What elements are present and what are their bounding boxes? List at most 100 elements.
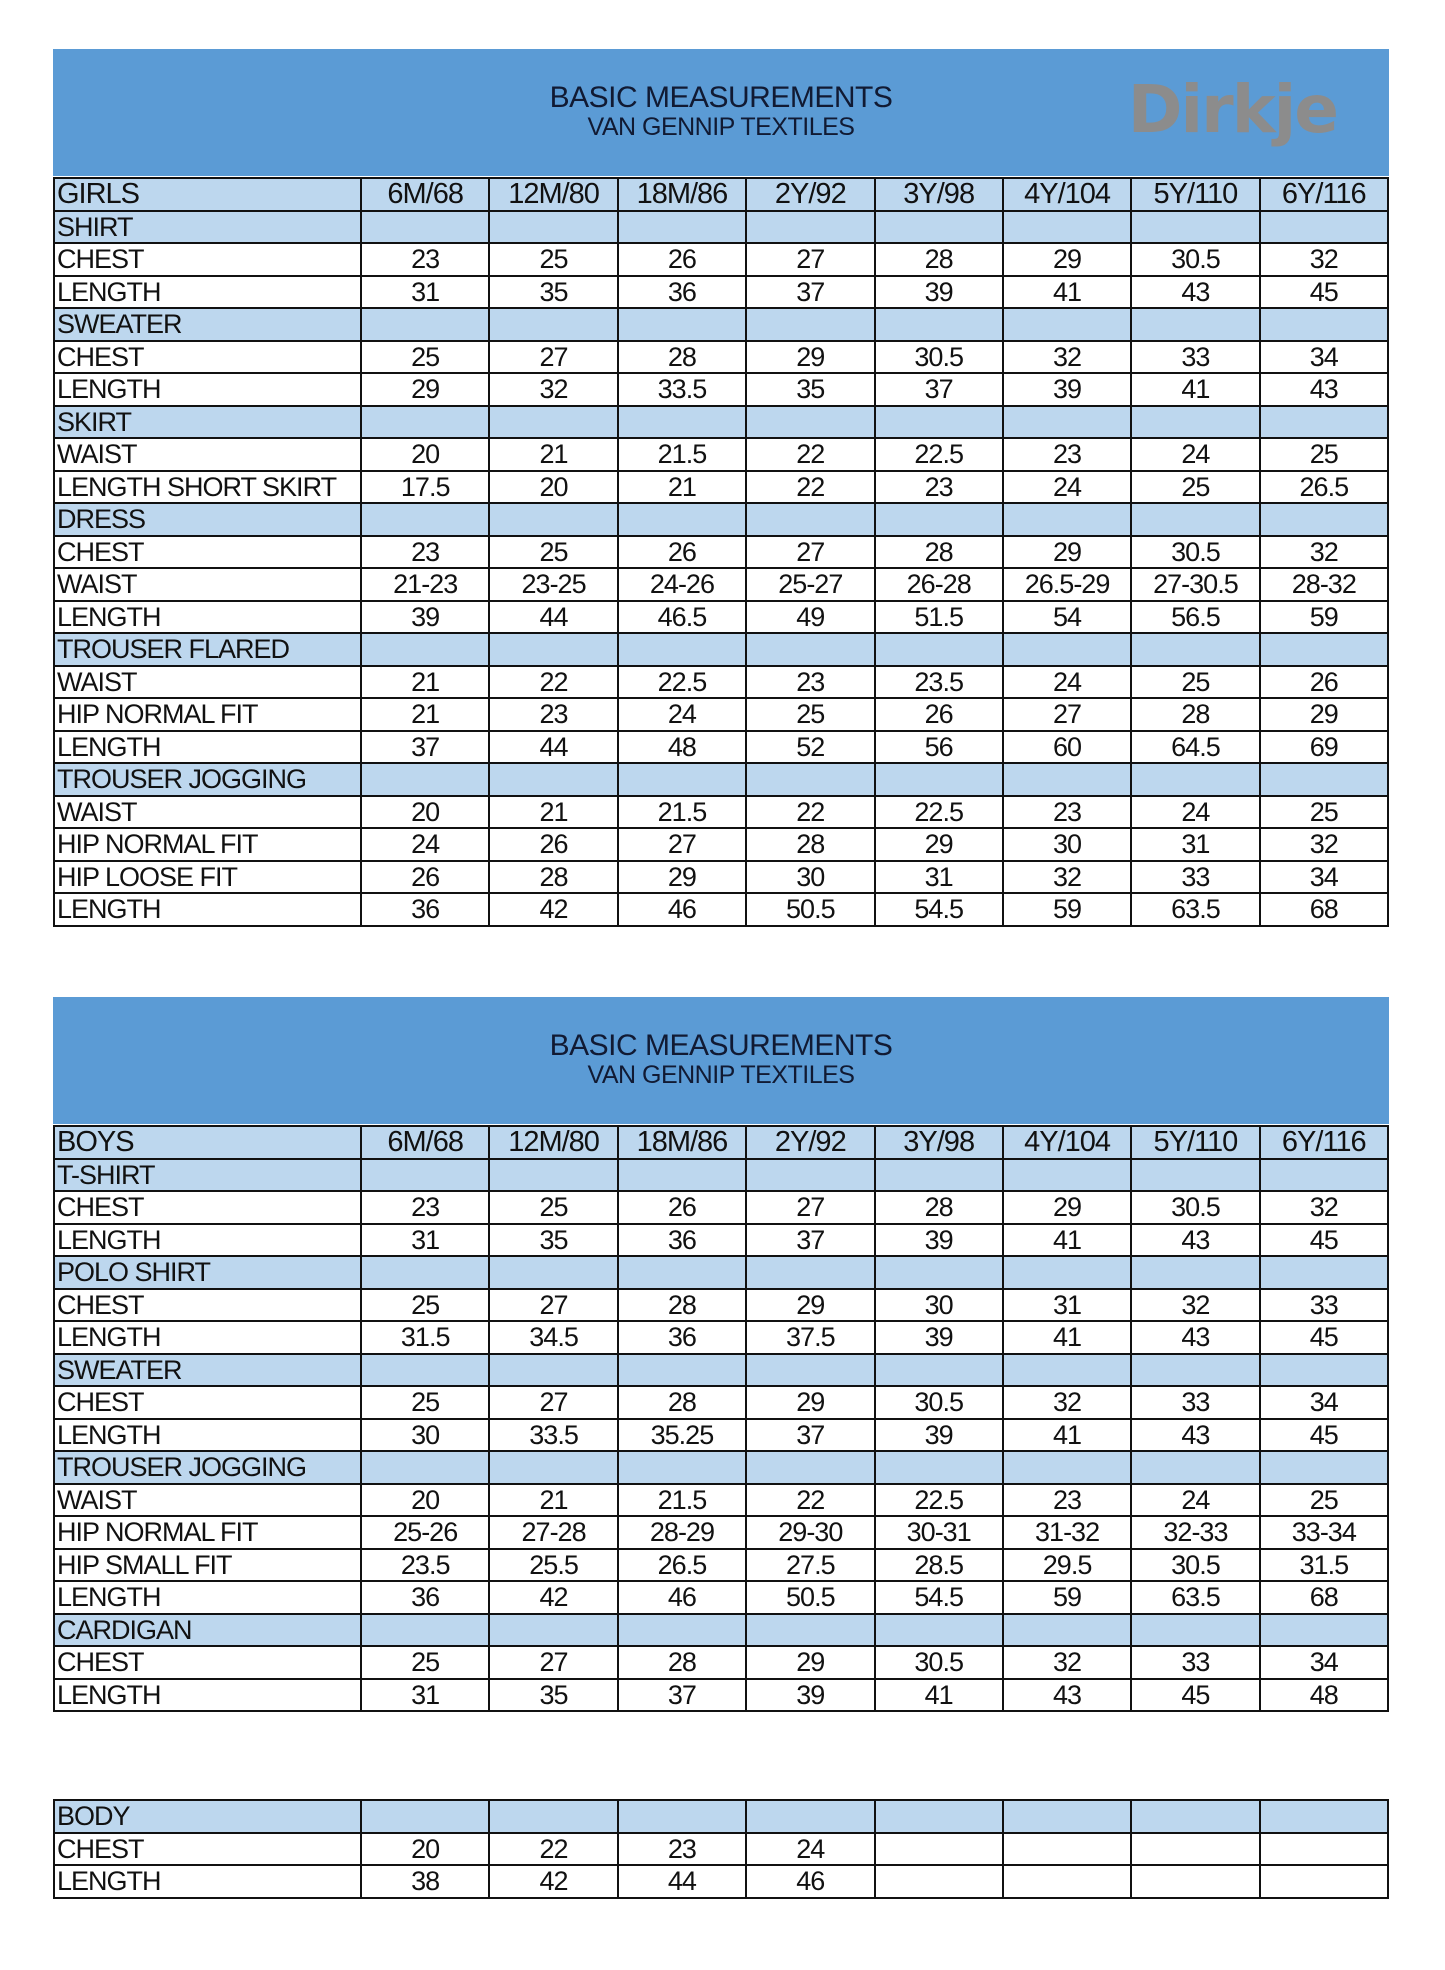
measurement-value: 21: [359, 664, 491, 699]
empty-cell: [359, 307, 491, 342]
measurement-value: 37: [616, 1677, 748, 1712]
empty-cell: [745, 1255, 876, 1290]
measurement-value: 21: [359, 697, 491, 732]
section-label: TROUSER FLARED: [53, 632, 362, 667]
empty-cell: [1001, 1799, 1133, 1834]
empty-cell: [616, 209, 748, 244]
empty-cell: [616, 502, 748, 537]
measurement-value: 28-32: [1258, 567, 1390, 602]
measurement-value: 25: [488, 534, 619, 569]
measurement-value: 21.5: [616, 794, 748, 829]
measurement-label: CHEST: [53, 534, 362, 569]
measurement-label: LENGTH: [53, 1222, 362, 1257]
empty-cell: [359, 1612, 491, 1647]
measurement-value: 20: [359, 1482, 491, 1517]
empty-cell: [488, 502, 619, 537]
measurement-value: 28: [616, 1385, 748, 1420]
measurement-value: 25: [359, 1645, 491, 1680]
measurement-label: HIP LOOSE FIT: [53, 859, 362, 894]
measurement-value: 39: [359, 599, 491, 634]
measurement-value: 51.5: [873, 599, 1004, 634]
size-header: 12M/80: [488, 177, 619, 212]
measurement-value: 25.5: [488, 1547, 619, 1582]
measurement-value: [1130, 1831, 1261, 1866]
measurement-value: 23: [359, 242, 491, 277]
empty-cell: [745, 209, 876, 244]
measurement-value: 41: [1130, 372, 1261, 407]
measurement-value: 26.5: [1258, 469, 1390, 504]
section-row: TROUSER FLARED: [53, 632, 1390, 667]
measurement-value: 29: [1001, 1190, 1133, 1225]
measurement-row: LENGTH 31 35 36 37 39 41 43 45: [53, 1222, 1390, 1257]
measurement-value: 54.5: [873, 892, 1004, 927]
measurement-row: LENGTH 36 42 46 50.5 54.5 59 63.5 68: [53, 1580, 1390, 1615]
measurement-value: 46.5: [616, 599, 748, 634]
measurement-label: LENGTH: [53, 1417, 362, 1452]
measurement-value: 37: [745, 1222, 876, 1257]
measurement-value: 50.5: [745, 1580, 876, 1615]
measurement-value: 21: [488, 437, 619, 472]
empty-cell: [359, 1255, 491, 1290]
measurement-value: 21-23: [359, 567, 491, 602]
measurement-value: 26: [616, 534, 748, 569]
measurement-value: 30: [745, 859, 876, 894]
measurement-value: 31: [359, 274, 491, 309]
measurement-value: 27: [745, 242, 876, 277]
measurement-value: 25: [1130, 664, 1261, 699]
measurement-value: 30: [1001, 827, 1133, 862]
size-header: 2Y/92: [745, 1125, 876, 1160]
measurement-value: 26-28: [873, 567, 1004, 602]
section-row: TROUSER JOGGING: [53, 762, 1390, 797]
empty-cell: [616, 1612, 748, 1647]
empty-cell: [1258, 307, 1390, 342]
empty-cell: [873, 307, 1004, 342]
measurement-value: 63.5: [1130, 1580, 1261, 1615]
body-table: BODY CHEST 20 22 23 24 LENGTH 38 42 44 46: [53, 1799, 1390, 1899]
measurement-label: LENGTH: [53, 729, 362, 764]
measurement-value: 42: [488, 1580, 619, 1615]
measurement-value: 29: [873, 827, 1004, 862]
measurement-value: 25: [359, 1287, 491, 1322]
measurement-label: CHEST: [53, 1287, 362, 1322]
measurement-value: 32: [1130, 1287, 1261, 1322]
measurement-row: CHEST 25 27 28 29 30.5 32 33 34: [53, 1385, 1390, 1420]
measurement-value: 24: [616, 697, 748, 732]
empty-cell: [745, 404, 876, 439]
empty-cell: [873, 502, 1004, 537]
measurement-value: [1258, 1864, 1390, 1899]
measurement-value: 44: [488, 599, 619, 634]
measurement-value: 29.5: [1001, 1547, 1133, 1582]
measurement-value: 31.5: [359, 1320, 491, 1355]
measurement-value: 25: [745, 697, 876, 732]
empty-cell: [1001, 502, 1133, 537]
measurement-value: 32: [1001, 859, 1133, 894]
measurement-value: 21: [488, 794, 619, 829]
empty-cell: [488, 1799, 619, 1834]
measurement-value: 32-33: [1130, 1515, 1261, 1550]
measurement-value: 33: [1130, 339, 1261, 374]
measurement-value: 26: [616, 242, 748, 277]
measurement-value: 25: [359, 1385, 491, 1420]
measurement-value: 29-30: [745, 1515, 876, 1550]
empty-cell: [616, 1157, 748, 1192]
measurement-value: 43: [1130, 1417, 1261, 1452]
measurement-value: 25: [1258, 794, 1390, 829]
empty-cell: [1130, 1450, 1261, 1485]
measurement-row: LENGTH 38 42 44 46: [53, 1864, 1390, 1899]
measurement-value: 33-34: [1258, 1515, 1390, 1550]
table-category-label: BOYS: [53, 1125, 362, 1160]
measurement-value: 30.5: [1130, 1190, 1261, 1225]
measurement-row: HIP NORMAL FIT 24 26 27 28 29 30 31 32: [53, 827, 1390, 862]
measurement-value: 39: [873, 1222, 1004, 1257]
measurement-value: 59: [1001, 892, 1133, 927]
measurement-value: 24: [1130, 437, 1261, 472]
measurement-value: 54: [1001, 599, 1133, 634]
measurement-value: 36: [359, 1580, 491, 1615]
empty-cell: [616, 404, 748, 439]
measurement-value: 23: [359, 534, 491, 569]
measurement-row: WAIST 21-23 23-25 24-26 25-27 26-28 26.5-29 27-…: [53, 567, 1390, 602]
empty-cell: [873, 632, 1004, 667]
empty-cell: [873, 1612, 1004, 1647]
size-header: 5Y/110: [1130, 1125, 1261, 1160]
empty-cell: [1001, 307, 1133, 342]
